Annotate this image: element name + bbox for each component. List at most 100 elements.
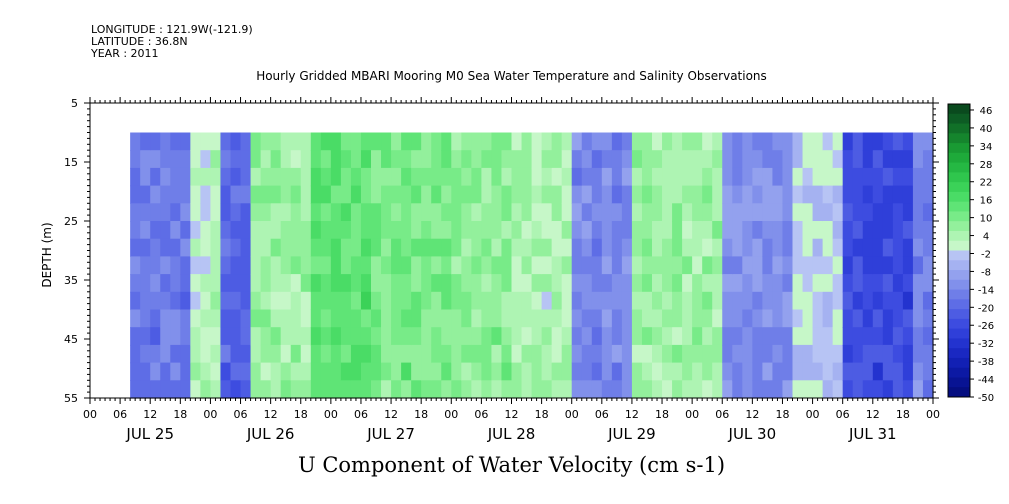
x-hour-label: 18	[173, 408, 187, 421]
heatmap-cell	[812, 327, 824, 346]
heatmap-cell	[581, 380, 593, 399]
heatmap-cell	[220, 362, 232, 381]
heatmap-cell	[581, 203, 593, 222]
heatmap-cell	[521, 203, 533, 222]
heatmap-cell	[471, 221, 482, 240]
heatmap-cell	[391, 238, 402, 257]
heatmap-cell	[360, 150, 372, 169]
heatmap-cell	[360, 203, 372, 222]
heatmap-cell	[872, 309, 884, 328]
heatmap-cell	[541, 344, 553, 364]
heatmap-cell	[892, 291, 904, 311]
heatmap-cell	[300, 167, 312, 187]
heatmap-cell	[802, 238, 814, 257]
heatmap-cell	[441, 362, 452, 381]
heatmap-cell	[401, 362, 412, 381]
heatmap-cell	[130, 344, 141, 364]
heatmap-cell	[441, 291, 452, 311]
heatmap-cell	[561, 238, 573, 257]
heatmap-cell	[591, 238, 603, 257]
heatmap-cell	[431, 309, 442, 328]
heatmap-cell	[822, 150, 834, 169]
colorbar-swatch	[948, 279, 970, 291]
heatmap-cell	[160, 221, 171, 240]
heatmap-cell	[872, 150, 884, 169]
heatmap-cell	[772, 327, 784, 346]
heatmap-cell	[782, 150, 794, 169]
x-day-label: JUL 31	[848, 425, 897, 443]
heatmap-cell	[922, 256, 934, 275]
heatmap-cell	[180, 256, 191, 275]
heatmap-cell	[491, 256, 503, 275]
heatmap-cell	[852, 362, 864, 381]
heatmap-cell	[561, 185, 573, 204]
heatmap-cell	[631, 167, 643, 187]
heatmap-cell	[822, 256, 834, 275]
heatmap-cell	[722, 150, 733, 169]
heatmap-cell	[762, 362, 774, 381]
x-hour-label: 18	[655, 408, 669, 421]
heatmap-cell	[912, 274, 924, 293]
heatmap-cell	[601, 185, 613, 204]
heatmap-cell	[782, 167, 794, 187]
heatmap-cell	[812, 309, 824, 328]
heatmap-cell	[260, 185, 272, 204]
heatmap-cell	[852, 150, 864, 169]
heatmap-cell	[591, 167, 603, 187]
heatmap-cell	[802, 327, 814, 346]
heatmap-cell	[200, 291, 212, 311]
heatmap-cell	[732, 132, 743, 151]
heatmap-cell	[812, 221, 824, 240]
heatmap-cell	[762, 150, 774, 169]
heatmap-cells	[130, 132, 934, 399]
heatmap-cell	[270, 380, 282, 399]
x-hour-label: 06	[234, 408, 248, 421]
heatmap-cell	[852, 203, 864, 222]
heatmap-cell	[742, 344, 753, 364]
heatmap-cell	[892, 185, 904, 204]
heatmap-cell	[330, 150, 342, 169]
heatmap-cell	[621, 380, 633, 399]
heatmap-cell	[621, 274, 633, 293]
heatmap-cell	[230, 203, 242, 222]
heatmap-cell	[862, 274, 874, 293]
heatmap-cell	[611, 167, 623, 187]
heatmap-cell	[882, 167, 894, 187]
heatmap-cell	[391, 256, 402, 275]
heatmap-cell	[491, 150, 503, 169]
heatmap-cell	[782, 132, 794, 151]
heatmap-cell	[290, 203, 302, 222]
heatmap-cell	[892, 327, 904, 346]
heatmap-cell	[280, 362, 292, 381]
heatmap-cell	[822, 380, 834, 399]
heatmap-cell	[752, 238, 763, 257]
heatmap-cell	[742, 167, 753, 187]
heatmap-cell	[471, 327, 482, 346]
heatmap-cell	[431, 327, 442, 346]
heatmap-cell	[561, 309, 573, 328]
heatmap-cell	[150, 256, 161, 275]
y-tick-label: 15	[64, 156, 78, 169]
heatmap-cell	[722, 362, 733, 381]
colorbar-swatch	[948, 162, 970, 173]
heatmap-cell	[230, 167, 242, 187]
heatmap-cell	[611, 150, 623, 169]
heatmap-cell	[230, 256, 242, 275]
heatmap-cell	[421, 274, 432, 293]
heatmap-cell	[150, 132, 161, 151]
heatmap-cell	[541, 238, 553, 257]
heatmap-cell	[190, 344, 201, 364]
heatmap-cell	[892, 150, 904, 169]
heatmap-cell	[672, 274, 683, 293]
heatmap-cell	[431, 344, 442, 364]
heatmap-cell	[752, 291, 763, 311]
heatmap-cell	[662, 327, 673, 346]
heatmap-cell	[160, 362, 171, 381]
heatmap-cell	[782, 185, 794, 204]
heatmap-cell	[591, 380, 603, 399]
heatmap-cell	[742, 362, 753, 381]
heatmap-cell	[240, 327, 252, 346]
heatmap-cell	[210, 309, 222, 328]
heatmap-cell	[270, 274, 282, 293]
